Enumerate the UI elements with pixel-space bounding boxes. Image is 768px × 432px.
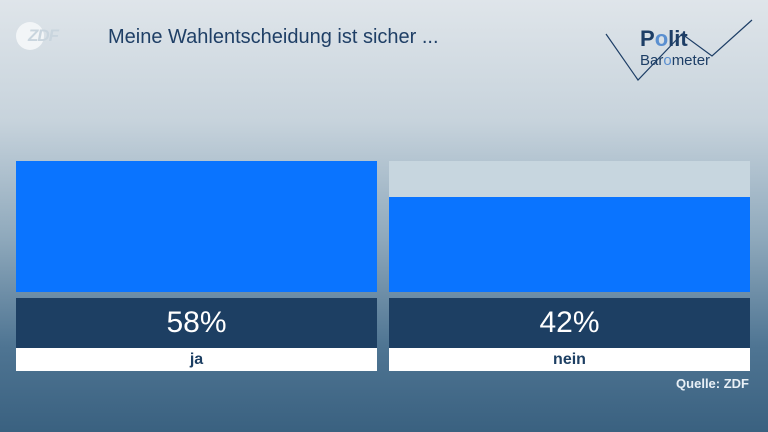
bar-chart: 58% ja 42% nein: [16, 161, 751, 371]
zdf-logo: ZDF: [16, 22, 59, 50]
politbarometer-line1: Polit: [640, 26, 688, 51]
value-label-ja: 58%: [16, 298, 377, 348]
chart-title: Meine Wahlentscheidung ist sicher ...: [108, 26, 439, 48]
zdf-logo-circle: [16, 22, 44, 50]
bar-nein: [389, 197, 750, 292]
bar-track: [16, 161, 377, 292]
politbarometer-line2: Barometer: [640, 52, 711, 69]
bar-track: [389, 161, 750, 292]
category-label-nein: nein: [389, 348, 750, 371]
source-label: Quelle: ZDF: [676, 376, 749, 391]
bar-ja: [16, 161, 377, 292]
category-label-ja: ja: [16, 348, 377, 371]
value-label-nein: 42%: [389, 298, 750, 348]
politbarometer-line-icon: [605, 19, 753, 81]
zdf-logo-text: ZDF: [28, 26, 59, 45]
politbarometer-logo: Polit Barometer: [604, 16, 754, 86]
